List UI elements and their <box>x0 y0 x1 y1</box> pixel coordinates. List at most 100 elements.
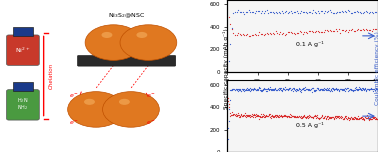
Text: $\mathrm{H_2N}$: $\mathrm{H_2N}$ <box>17 96 29 105</box>
Point <box>239 88 245 90</box>
Point <box>241 88 247 91</box>
Point <box>357 28 363 31</box>
Point <box>255 115 261 118</box>
Point <box>329 90 335 92</box>
Point <box>267 88 273 90</box>
Point <box>238 10 244 13</box>
Point <box>292 114 298 117</box>
Point <box>231 88 237 91</box>
Point <box>294 115 300 117</box>
Point <box>305 89 311 91</box>
Point <box>265 115 271 117</box>
Point <box>231 11 237 14</box>
Point <box>241 34 247 36</box>
Point <box>297 88 303 91</box>
Point <box>323 88 329 90</box>
Point <box>313 89 319 91</box>
Point <box>370 117 376 119</box>
Point <box>235 112 241 114</box>
Point <box>304 88 310 90</box>
Point <box>357 88 363 91</box>
Point <box>322 88 328 90</box>
Point <box>336 115 342 117</box>
Point <box>242 115 248 117</box>
Point <box>353 117 359 120</box>
Point <box>367 88 373 90</box>
Point <box>235 9 241 11</box>
Point <box>324 29 330 31</box>
Point <box>261 114 267 116</box>
Point <box>229 113 235 116</box>
Point <box>345 87 351 90</box>
Point <box>287 87 293 89</box>
Point <box>319 88 325 91</box>
Point <box>291 87 297 89</box>
Point <box>309 116 315 118</box>
Point <box>270 115 276 118</box>
Point <box>297 116 303 118</box>
Point <box>312 31 318 33</box>
Point <box>306 114 312 117</box>
Point <box>304 115 310 118</box>
Point <box>250 11 256 13</box>
Point <box>240 33 246 35</box>
Point <box>290 115 296 117</box>
Point <box>282 114 288 117</box>
Text: Specific capacity (mAh g⁻¹): Specific capacity (mAh g⁻¹) <box>223 28 229 109</box>
Point <box>341 88 347 90</box>
Point <box>260 12 266 14</box>
Point <box>301 31 307 33</box>
Point <box>240 114 246 116</box>
Point <box>251 113 257 116</box>
Point <box>338 117 344 120</box>
Point <box>268 115 274 117</box>
Point <box>256 86 262 89</box>
Point <box>234 114 240 116</box>
Point <box>307 30 313 32</box>
Point <box>316 12 322 14</box>
Point <box>302 116 308 118</box>
Point <box>352 87 358 90</box>
Point <box>340 89 346 91</box>
Point <box>226 120 232 122</box>
Point <box>315 10 321 13</box>
Point <box>283 114 289 117</box>
Point <box>363 10 369 12</box>
Point <box>360 86 366 89</box>
Ellipse shape <box>101 32 112 38</box>
Point <box>366 12 372 14</box>
Point <box>278 89 284 91</box>
Point <box>280 87 286 89</box>
Point <box>257 87 263 89</box>
Point <box>234 34 240 36</box>
Point <box>334 88 340 91</box>
Ellipse shape <box>136 32 147 38</box>
Point <box>228 22 234 25</box>
Point <box>268 88 274 90</box>
Point <box>349 12 355 14</box>
Point <box>271 88 277 91</box>
Point <box>302 116 308 118</box>
Point <box>272 88 278 90</box>
Point <box>305 115 311 117</box>
Point <box>350 117 356 119</box>
Point <box>254 114 260 116</box>
Point <box>366 117 372 119</box>
Point <box>292 89 298 91</box>
Point <box>330 88 336 90</box>
Point <box>290 87 296 90</box>
Point <box>249 88 255 91</box>
Point <box>319 115 325 117</box>
Point <box>262 88 268 91</box>
Point <box>266 86 273 88</box>
Point <box>300 116 306 118</box>
Point <box>346 89 352 91</box>
Point <box>349 89 355 91</box>
Point <box>328 116 334 118</box>
Point <box>268 11 274 13</box>
FancyBboxPatch shape <box>6 35 39 65</box>
Point <box>229 27 235 30</box>
Point <box>345 31 351 33</box>
Point <box>239 115 245 117</box>
Point <box>277 88 283 90</box>
